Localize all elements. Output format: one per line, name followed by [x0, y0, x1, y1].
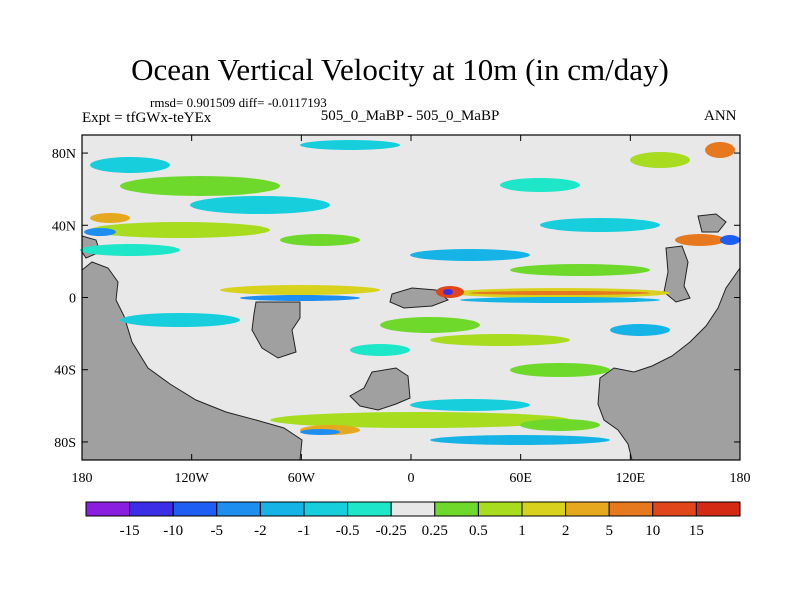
- rmsd-diff-stats: rmsd= 0.901509 diff= -0.0117193: [150, 95, 327, 110]
- colorbar-swatch: [129, 501, 174, 517]
- blob-northwest-cyan: [90, 157, 170, 173]
- colorbar-label: 0.5: [469, 523, 488, 539]
- blob-green: [90, 222, 270, 238]
- colorbar-label: 10: [645, 523, 660, 539]
- blob-southern-cyan: [410, 399, 530, 411]
- colorbar-swatch: [434, 501, 479, 517]
- land-continent-b: [349, 367, 411, 411]
- y-tick-label: 40N: [52, 219, 76, 234]
- colorbar-swatch: [652, 501, 697, 517]
- colorbar-swatch: [259, 501, 305, 517]
- blob-cyan: [350, 344, 410, 356]
- blob-equator-yellow: [220, 285, 380, 295]
- blob-atlantic-blue: [443, 289, 453, 295]
- colorbar-swatch: [608, 501, 654, 517]
- colorbar-label: 0.25: [422, 523, 448, 539]
- colorbar-swatch: [347, 501, 392, 517]
- colorbar-label: 5: [605, 523, 613, 539]
- blob-southern-cyan: [430, 435, 610, 445]
- blob-east-blue: [720, 235, 740, 245]
- colorbar-label: -1: [298, 523, 311, 539]
- blob-green: [380, 317, 480, 333]
- blob-east-orange: [675, 234, 725, 246]
- blob-green: [280, 234, 360, 246]
- colorbar-swatch: [695, 501, 741, 517]
- x-tick-label: 60E: [509, 471, 532, 486]
- colorbar-label: 1: [518, 523, 526, 539]
- blob-southern-green: [270, 412, 570, 428]
- blob-green: [120, 176, 280, 196]
- colorbar-label: 2: [562, 523, 570, 539]
- colorbar-label: -10: [163, 523, 183, 539]
- colorbar-label: -2: [254, 523, 267, 539]
- x-axis: 180 120W 60W 0 60E 120E 180: [72, 135, 751, 486]
- blob-orange: [705, 142, 735, 158]
- blob-green: [510, 363, 610, 377]
- colorbar-label: 15: [689, 523, 704, 539]
- case-comparison-label: 505_0_MaBP - 505_0_MaBP: [320, 108, 500, 124]
- colorbar-label: -5: [211, 523, 224, 539]
- blob-northwest-orange: [90, 213, 130, 223]
- blob-equator-cyan: [460, 297, 660, 303]
- blob-southern-blue: [300, 429, 340, 435]
- land-island-e: [697, 213, 727, 233]
- blob-cyan: [120, 313, 240, 327]
- colorbar-swatch: [216, 501, 261, 517]
- blob-cyan: [190, 196, 330, 214]
- land-island-c: [389, 287, 449, 309]
- y-tick-label: 0: [69, 292, 76, 307]
- blob-cyan: [610, 324, 670, 336]
- x-tick-label: 120W: [175, 471, 210, 486]
- contour-blobs: [80, 140, 740, 445]
- chart-title: Ocean Vertical Velocity at 10m (in cm/da…: [131, 52, 669, 87]
- colorbar-swatch: [303, 501, 349, 517]
- land-island-d: [663, 245, 691, 303]
- colorbar-swatch: [85, 501, 131, 517]
- y-tick-label: 80S: [54, 436, 76, 451]
- experiment-label: Expt = tfGWx-teYEx: [82, 110, 212, 126]
- blob-cyan: [500, 178, 580, 192]
- season-label: ANN: [704, 108, 737, 124]
- colorbar-label: -15: [120, 523, 140, 539]
- blob-cyan: [300, 140, 400, 150]
- colorbar-swatch: [565, 501, 610, 517]
- blob-green: [510, 264, 650, 276]
- colorbar-swatch: [390, 501, 436, 517]
- y-axis: 80N 40N 0 40S 80S: [52, 147, 740, 451]
- colorbar-swatch: [172, 501, 218, 517]
- colorbar-label: -0.5: [336, 523, 360, 539]
- colorbar: -15 -10 -5 -2 -1 -0.5 -0.25 0.25 0.5 1 2 5 10 15: [85, 501, 741, 539]
- colorbar-label: -0.25: [376, 523, 407, 539]
- land-masses: [81, 213, 741, 461]
- x-tick-label: 120E: [616, 471, 646, 486]
- colorbar-swatch: [477, 501, 523, 517]
- land-western: [81, 261, 303, 461]
- colorbar-swatch: [521, 501, 567, 517]
- x-tick-label: 60W: [288, 471, 316, 486]
- blob-green: [430, 334, 570, 346]
- blob-northwest-blue: [84, 228, 116, 236]
- blob-cyan: [410, 249, 530, 261]
- y-tick-label: 80N: [52, 147, 76, 162]
- blob-southern-green: [520, 419, 600, 431]
- blob-equator-cyan: [240, 295, 360, 301]
- land-continent-a: [251, 301, 301, 359]
- y-tick-label: 40S: [54, 364, 76, 379]
- blob-green: [630, 152, 690, 168]
- land-eastern: [597, 266, 741, 461]
- x-tick-label: 180: [730, 471, 751, 486]
- blob-cyan: [540, 218, 660, 232]
- x-tick-label: 180: [72, 471, 93, 486]
- blob-equator-orange: [470, 291, 650, 295]
- x-tick-label: 0: [408, 471, 415, 486]
- blob-cyan: [80, 244, 180, 256]
